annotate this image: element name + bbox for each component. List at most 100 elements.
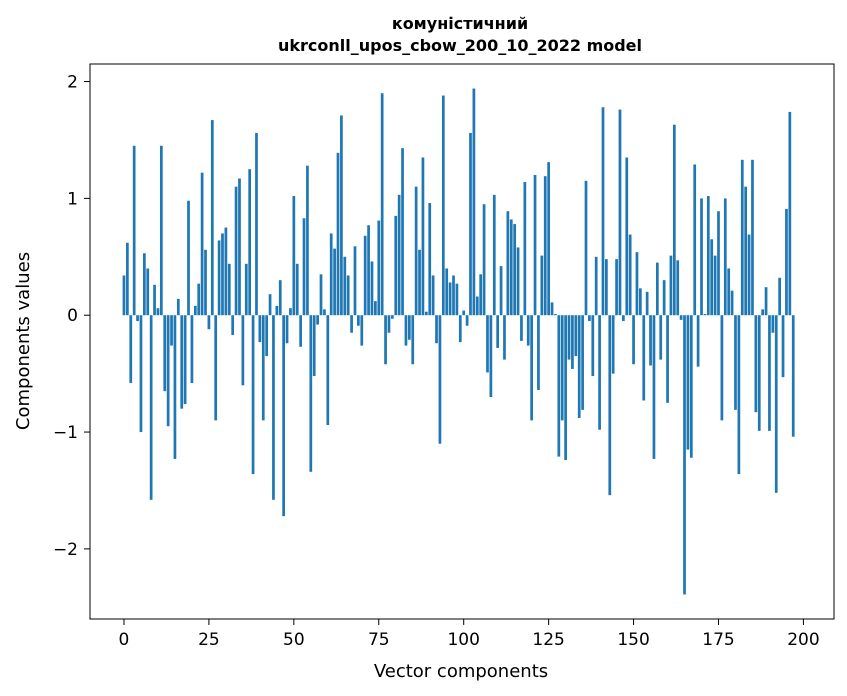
bar-193: [778, 277, 781, 316]
bar-52: [299, 315, 302, 347]
bar-29: [221, 233, 224, 316]
bar-117: [520, 315, 523, 341]
bar-106: [482, 204, 486, 316]
bar-90: [428, 203, 432, 316]
bar-89: [424, 311, 428, 316]
bar-53: [302, 218, 306, 316]
bar-140: [598, 315, 601, 430]
bar-164: [679, 315, 683, 320]
bar-73: [370, 261, 374, 316]
bar-107: [486, 315, 489, 373]
bar-103: [472, 88, 476, 316]
bar-123: [540, 255, 544, 316]
bar-49: [289, 308, 292, 316]
bar-64: [340, 115, 343, 316]
bar-38: [251, 315, 255, 475]
bar-119: [526, 315, 530, 346]
bar-111: [499, 266, 503, 316]
bar-87: [418, 249, 421, 316]
bar-169: [696, 315, 700, 367]
bar-70: [360, 315, 364, 346]
bar-83: [404, 315, 408, 346]
bar-10: [156, 308, 160, 316]
bar-54: [306, 165, 309, 316]
bar-0: [122, 275, 126, 316]
bar-161: [669, 255, 673, 316]
bar-113: [506, 211, 510, 316]
bar-24: [204, 249, 207, 316]
chart-title-line1: комуністичний: [392, 14, 528, 33]
bar-163: [676, 260, 680, 316]
bar-31: [227, 263, 231, 316]
plot-frame: [89, 63, 835, 620]
bar-88: [421, 157, 425, 316]
bar-120: [530, 315, 533, 421]
bar-41: [261, 315, 265, 421]
x-axis-ticks: 0 25 50 75 100 125 150 175 200: [119, 619, 820, 650]
bar-43: [268, 294, 272, 316]
bar-78: [387, 315, 391, 333]
bar-2: [129, 315, 133, 383]
bar-series: [122, 88, 795, 595]
bar-194: [781, 315, 785, 378]
bar-132: [571, 315, 574, 369]
bar-46: [278, 280, 282, 316]
bar-178: [727, 268, 731, 316]
bar-196: [788, 111, 792, 316]
y-tick-label-0: 0: [67, 306, 78, 326]
bar-131: [567, 315, 571, 360]
bar-173: [710, 239, 714, 316]
x-tick-label-150: 150: [617, 630, 649, 650]
bar-14: [170, 315, 173, 346]
bar-188: [761, 309, 765, 316]
bar-63: [336, 152, 340, 316]
bar-167: [689, 315, 693, 458]
bar-47: [282, 315, 285, 517]
bar-66: [346, 275, 350, 316]
bar-154: [645, 291, 649, 316]
bar-68: [353, 246, 357, 316]
bar-51: [295, 263, 299, 316]
bar-99: [458, 315, 462, 343]
bar-74: [374, 301, 377, 316]
bar-37: [248, 169, 252, 316]
bar-179: [730, 290, 734, 316]
bar-121: [533, 175, 537, 316]
bar-168: [693, 164, 697, 316]
y-tick-label-2: 2: [67, 73, 78, 93]
bar-162: [672, 124, 676, 316]
bar-183: [744, 186, 748, 316]
bar-151: [635, 252, 639, 316]
bar-69: [357, 315, 360, 326]
bar-189: [764, 287, 768, 316]
bar-61: [329, 233, 333, 316]
y-tick-label--2: −2: [53, 540, 78, 560]
bar-133: [574, 315, 578, 357]
bar-91: [431, 275, 435, 316]
bar-58: [319, 274, 323, 316]
bar-3: [132, 145, 136, 316]
bar-35: [241, 315, 245, 386]
bar-148: [625, 157, 629, 316]
bar-172: [706, 196, 710, 316]
bar-166: [686, 315, 690, 450]
bar-128: [557, 315, 561, 457]
bar-59: [323, 309, 326, 316]
bar-141: [601, 107, 605, 316]
bar-142: [605, 259, 608, 316]
bar-197: [791, 315, 795, 437]
bar-60: [326, 315, 330, 426]
bar-45: [275, 305, 279, 316]
x-tick-label-125: 125: [532, 630, 564, 650]
bar-5: [139, 315, 143, 433]
bar-9: [153, 284, 156, 316]
y-axis-ticks: −2 −1 0 1 2: [53, 73, 90, 560]
bar-65: [343, 256, 347, 316]
bar-138: [591, 315, 595, 376]
bar-1: [126, 242, 129, 316]
bar-118: [523, 182, 527, 316]
bar-94: [441, 95, 445, 316]
bar-85: [411, 315, 415, 365]
bar-16: [176, 298, 180, 316]
bar-26: [210, 120, 214, 316]
